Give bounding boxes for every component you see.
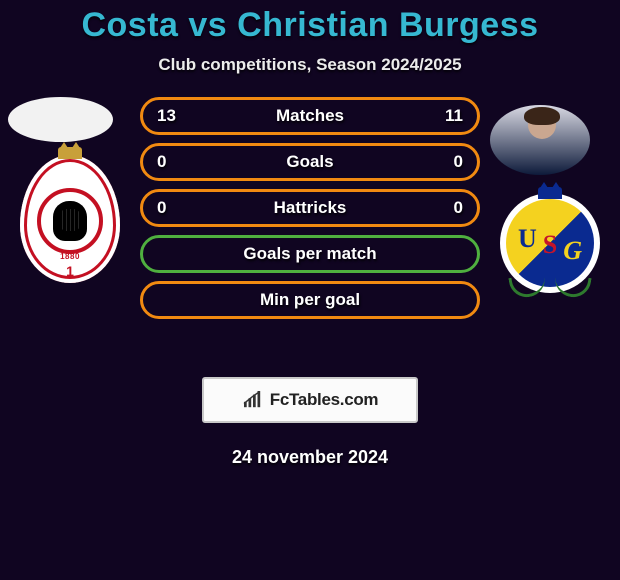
hand-icon <box>53 201 87 241</box>
stat-label: Goals per match <box>183 244 437 264</box>
badge-inner <box>37 188 103 254</box>
stat-right-value: 0 <box>437 152 463 172</box>
fctables-label: FcTables.com <box>270 390 379 410</box>
stat-row: Min per goal <box>140 281 480 319</box>
crown-icon <box>538 187 562 199</box>
stat-row: 0 Goals 0 <box>140 143 480 181</box>
badge-year: 1880 <box>60 252 80 261</box>
comparison-card: Costa vs Christian Burgess Club competit… <box>0 0 620 580</box>
stat-row: Goals per match <box>140 235 480 273</box>
fctables-badge: FcTables.com <box>202 377 418 423</box>
stat-label: Hattricks <box>183 198 437 218</box>
stage: 1880 1 USG 13 Matches 11 0 Goals 0 <box>0 97 620 357</box>
player-photo-right <box>490 105 590 175</box>
bar-chart-icon <box>242 391 264 409</box>
badge-number: 1 <box>66 263 74 279</box>
crown-icon <box>58 147 82 159</box>
laurel-icon <box>552 272 591 300</box>
stat-row: 0 Hattricks 0 <box>140 189 480 227</box>
stat-right-value: 11 <box>437 106 463 126</box>
club-badge-right: USG <box>500 193 600 293</box>
stat-label: Min per goal <box>183 290 437 310</box>
stat-pills: 13 Matches 11 0 Goals 0 0 Hattricks 0 Go… <box>140 97 480 327</box>
stat-left-value: 0 <box>157 198 183 218</box>
subtitle: Club competitions, Season 2024/2025 <box>0 55 620 75</box>
stat-left-value: 0 <box>157 152 183 172</box>
date-label: 24 november 2024 <box>0 447 620 468</box>
laurel-icon <box>508 272 547 300</box>
page-title: Costa vs Christian Burgess <box>0 6 620 45</box>
stat-label: Goals <box>183 152 437 172</box>
player-photo-left <box>8 97 113 142</box>
badge-split: USG <box>506 199 594 287</box>
stat-left-value: 13 <box>157 106 183 126</box>
badge-letters: USG <box>524 228 576 258</box>
stat-label: Matches <box>183 106 437 126</box>
club-badge-left: 1880 1 <box>20 155 120 283</box>
stat-right-value: 0 <box>437 198 463 218</box>
stat-row: 13 Matches 11 <box>140 97 480 135</box>
